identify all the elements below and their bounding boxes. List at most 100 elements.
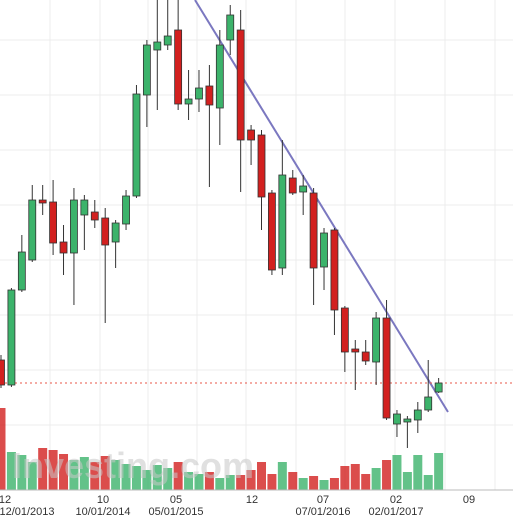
volume-bar [27,462,37,490]
candle-body [49,201,57,244]
candle-body [372,317,381,363]
candle-body [236,29,245,141]
volume-bar [100,456,110,490]
volume-bar [329,478,339,490]
volume-bar [309,476,319,490]
x-tick-label: 02/01/2017 [368,506,423,518]
volume-bar [434,453,444,490]
volume-bar [361,474,371,490]
candle-body [142,44,151,96]
candle-body [226,14,235,41]
candle-body [247,129,255,141]
candle-body [403,418,412,423]
volume-bar [0,408,6,490]
x-tick-label: 10 [97,494,109,506]
volume-bar [204,472,214,490]
volume-bar [48,450,58,490]
candle-body [59,241,68,254]
candle-body [0,359,5,386]
volume-bar [131,466,141,490]
volume-bar [194,474,204,490]
candle-body [28,199,37,261]
x-tick-label: 05 [170,494,182,506]
volume-bar [423,475,433,490]
x-tick-label: 07 [317,494,329,506]
volume-bar [402,472,412,490]
candle-body [163,35,172,46]
candle-body [90,211,99,221]
volume-bar [246,470,256,490]
volume-bar [69,460,79,490]
volume-bar [184,472,194,490]
volume-bar [298,478,308,490]
candle-body [70,199,78,254]
volume-bar [267,474,277,490]
grid [0,0,513,490]
volume-bar [340,466,350,490]
volume-bar [17,455,27,490]
candle-body [413,409,422,421]
candle-body [340,307,349,353]
candle-body [257,134,266,198]
candle-body [38,199,47,204]
volume-bar [215,478,225,490]
volume-bar [288,472,298,490]
volume-bar [38,448,48,490]
trend-line [194,0,449,413]
candle-body [278,174,287,269]
x-tick-label: 02 [390,494,402,506]
candle-body [153,41,162,51]
candle-body [309,192,318,269]
candle-body [361,351,370,362]
candle-body [132,93,141,197]
x-tick-label: 12 [246,494,258,506]
x-tick-label: 12/01/2013 [0,506,55,518]
candle-body [320,232,328,268]
candle-body [299,185,308,193]
volume-bar [121,464,131,490]
candle-body [80,199,89,216]
volume-bar [277,462,287,490]
volume-bar [173,462,183,490]
candle-body [330,229,339,311]
volume-bar [59,454,69,490]
volume-bar [6,452,16,490]
candle-body [393,413,401,425]
candle-body [195,87,203,100]
x-tick-label: 05/01/2015 [148,506,203,518]
x-tick-label: 10/01/2014 [75,506,130,518]
candle-body [122,195,130,225]
candle-body [111,222,120,243]
x-tick-label: 09 [463,494,475,506]
volume-bar [79,457,89,490]
candle-body [17,251,26,291]
volume-bar [111,460,121,490]
volume-bar [225,475,235,490]
candle-body [174,29,183,105]
candle-body [7,289,16,386]
volume-bar [371,468,381,490]
candle-body [184,98,193,105]
volume-bar [90,462,100,490]
candle-body [268,192,276,271]
volume-bar [257,462,266,490]
volume-bar [350,464,360,490]
volume-bar [142,470,152,490]
volume-bar [392,455,402,490]
volume-bar [236,475,246,490]
volume-bar [413,455,423,490]
candle-body [215,44,224,109]
candle-body [382,317,391,419]
candle-body [101,217,110,246]
watermark: Investing.com [12,445,254,486]
candle-body [434,382,443,393]
volume-bar [319,480,329,490]
volume-bar [163,468,173,490]
volume-bar [382,460,392,490]
x-tick-label: 12 [0,494,11,506]
candle-body [351,348,360,353]
candle-body [424,396,433,411]
candle-body [205,85,214,106]
x-tick-label: 07/01/2016 [295,506,350,518]
